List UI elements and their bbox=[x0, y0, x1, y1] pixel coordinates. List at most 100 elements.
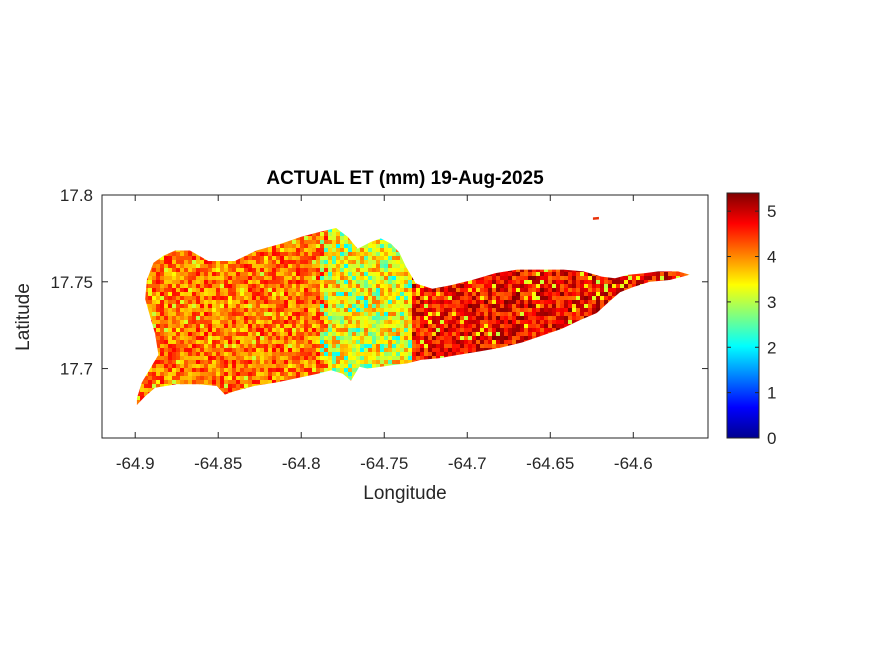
heat-cell bbox=[264, 248, 268, 252]
heat-cell bbox=[568, 320, 572, 324]
heat-cell bbox=[692, 276, 696, 280]
heat-cell bbox=[580, 240, 584, 244]
heat-cell bbox=[296, 224, 300, 228]
heat-cell bbox=[688, 316, 690, 320]
heat-cell bbox=[152, 232, 156, 236]
heat-cell bbox=[560, 224, 564, 228]
heat-cell bbox=[516, 356, 520, 360]
heat-cell bbox=[288, 308, 292, 312]
heat-cell bbox=[208, 312, 212, 316]
heat-cell bbox=[324, 336, 328, 340]
heat-cell bbox=[664, 324, 668, 328]
heat-cell bbox=[360, 308, 364, 312]
heat-cell bbox=[496, 260, 500, 264]
heat-cell bbox=[460, 256, 464, 260]
heat-cell bbox=[308, 256, 312, 260]
heat-cell bbox=[568, 292, 572, 296]
heat-cell bbox=[592, 292, 596, 296]
heat-cell bbox=[408, 280, 412, 284]
heat-cell bbox=[144, 320, 148, 324]
heat-cell bbox=[180, 336, 184, 340]
heat-cell bbox=[572, 248, 576, 252]
heat-cell bbox=[688, 308, 690, 312]
heat-cell bbox=[160, 264, 164, 268]
heat-cell bbox=[400, 256, 404, 260]
heat-cell bbox=[516, 252, 520, 256]
heat-cell bbox=[428, 304, 432, 308]
heat-cell bbox=[652, 300, 656, 304]
heat-cell bbox=[672, 244, 676, 248]
heat-cell bbox=[236, 248, 240, 252]
heat-cell bbox=[456, 244, 460, 248]
heat-cell bbox=[628, 272, 632, 276]
heat-cell bbox=[428, 352, 432, 356]
heat-cell bbox=[408, 296, 412, 300]
heat-cell bbox=[632, 260, 636, 264]
heat-cell bbox=[536, 276, 540, 280]
heat-cell bbox=[300, 356, 304, 360]
heat-cell bbox=[636, 356, 640, 360]
heat-cell bbox=[564, 248, 568, 252]
heat-cell bbox=[596, 324, 600, 328]
heat-cell bbox=[492, 232, 496, 236]
heat-cell bbox=[480, 236, 484, 240]
heat-cell bbox=[676, 348, 680, 352]
heat-cell bbox=[624, 336, 628, 340]
heat-cell bbox=[348, 312, 352, 316]
heat-cell bbox=[600, 224, 604, 228]
heat-cell bbox=[236, 336, 240, 340]
heat-cell bbox=[320, 268, 324, 272]
heat-cell bbox=[164, 228, 168, 232]
heat-cell bbox=[632, 292, 636, 296]
heat-cell bbox=[180, 268, 184, 272]
heat-cell bbox=[200, 308, 204, 312]
heat-cell bbox=[604, 312, 608, 316]
heat-cell bbox=[640, 264, 644, 268]
heat-cell bbox=[680, 244, 684, 248]
heat-cell bbox=[656, 296, 660, 300]
heat-cell bbox=[256, 276, 260, 280]
heat-cell bbox=[300, 332, 304, 336]
heat-cell bbox=[220, 308, 224, 312]
heat-cell bbox=[240, 240, 244, 244]
heat-cell bbox=[488, 268, 492, 272]
heat-cell bbox=[160, 280, 164, 284]
heat-cell bbox=[408, 264, 412, 268]
heat-cell bbox=[444, 248, 448, 252]
heat-cell bbox=[252, 280, 256, 284]
heat-cell bbox=[552, 324, 556, 328]
heat-cell bbox=[184, 240, 188, 244]
heat-cell bbox=[256, 256, 260, 260]
heat-cell bbox=[664, 240, 668, 244]
heat-cell bbox=[272, 264, 276, 268]
heat-cell bbox=[156, 348, 160, 352]
heat-cell bbox=[580, 328, 584, 332]
heat-cell bbox=[480, 224, 484, 228]
heat-cell bbox=[640, 300, 644, 304]
heat-cell bbox=[180, 308, 184, 312]
heat-cell bbox=[248, 296, 252, 300]
heat-cell bbox=[204, 268, 208, 272]
heat-cell bbox=[360, 324, 364, 328]
heat-cell bbox=[480, 292, 484, 296]
heat-cell bbox=[280, 316, 284, 320]
heat-cell bbox=[668, 320, 672, 324]
heat-cell bbox=[560, 280, 564, 284]
heat-cell bbox=[164, 268, 168, 272]
heat-cell bbox=[148, 336, 152, 340]
heat-cell bbox=[188, 284, 192, 288]
heat-cell bbox=[156, 324, 160, 328]
heat-cell bbox=[472, 244, 476, 248]
heat-cell bbox=[596, 316, 600, 320]
heat-cell bbox=[200, 248, 204, 252]
heat-cell bbox=[268, 240, 272, 244]
heat-cell bbox=[160, 248, 164, 252]
heat-cell bbox=[392, 332, 396, 336]
heat-cell bbox=[580, 348, 584, 352]
heat-cell bbox=[336, 312, 340, 316]
heat-cell bbox=[300, 248, 304, 252]
heat-cell bbox=[160, 232, 164, 236]
heat-cell bbox=[564, 312, 568, 316]
heat-cell bbox=[208, 232, 212, 236]
heat-cell bbox=[500, 304, 504, 308]
